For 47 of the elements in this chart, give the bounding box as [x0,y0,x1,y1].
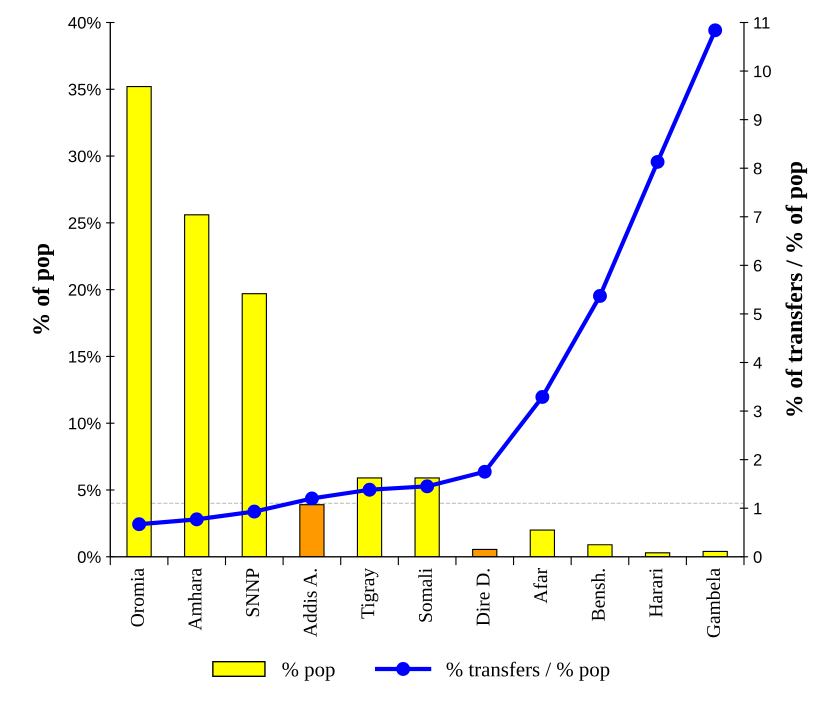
y2-tick-label: 6 [754,260,762,272]
y2-tick-label: 2 [754,454,762,466]
x-tick-label: Oromia [130,568,144,626]
y-tick-label: 5% [78,484,101,496]
y-tick-label: 40% [68,16,101,29]
x-tick-label: Dire D. [476,569,490,626]
y-tick-label: 20% [68,284,101,296]
x-tick-label: Tigray [361,568,378,619]
y2-tick-label: 11 [754,17,770,29]
y2-tick-label: 10 [754,65,771,78]
point [535,390,550,404]
point [478,464,492,479]
y2-tick-label: 3 [754,405,762,418]
legend-label: % pop [282,662,335,681]
x-tick-label: Gambela [706,568,720,638]
y2-tick-label: 9 [754,114,762,126]
x-tick-label: Amhara [188,568,202,630]
point [708,23,722,38]
x-tick-label: Addis A. [303,569,317,637]
point [593,289,607,303]
point [304,492,319,506]
x-tick-label: Bensh. [591,569,605,621]
point [650,154,665,169]
y2-tick-label: 0 [754,551,762,563]
point [247,504,262,519]
legend-label: % transfers / % pop [446,662,610,681]
x-tick-label: Somali [418,568,432,622]
x-tick-label: Afar [533,568,548,604]
point [362,482,376,497]
y-tick-label: 35% [68,84,101,96]
x-tick-label: SNNP [246,568,260,616]
x-tick-label: Harari [649,568,662,617]
y-tick-label: 15% [69,350,101,363]
y2-tick-label: 4 [753,357,762,369]
y-axis-title: % of pop [32,244,54,334]
y-tick-label: 30% [68,150,101,162]
y2-tick-label: 1 [754,502,762,514]
y2-axis-title: % of transfers / % of pop [785,162,808,416]
y-tick-label: 0% [78,551,101,563]
point [420,479,434,494]
y2-tick-label: 5 [754,308,762,320]
point [132,517,146,532]
point [190,512,204,526]
y-tick-label: 25% [68,217,101,230]
y-tick-label: 10% [69,418,101,430]
y2-tick-label: 7 [754,211,762,223]
y2-tick-label: 8 [754,162,762,174]
